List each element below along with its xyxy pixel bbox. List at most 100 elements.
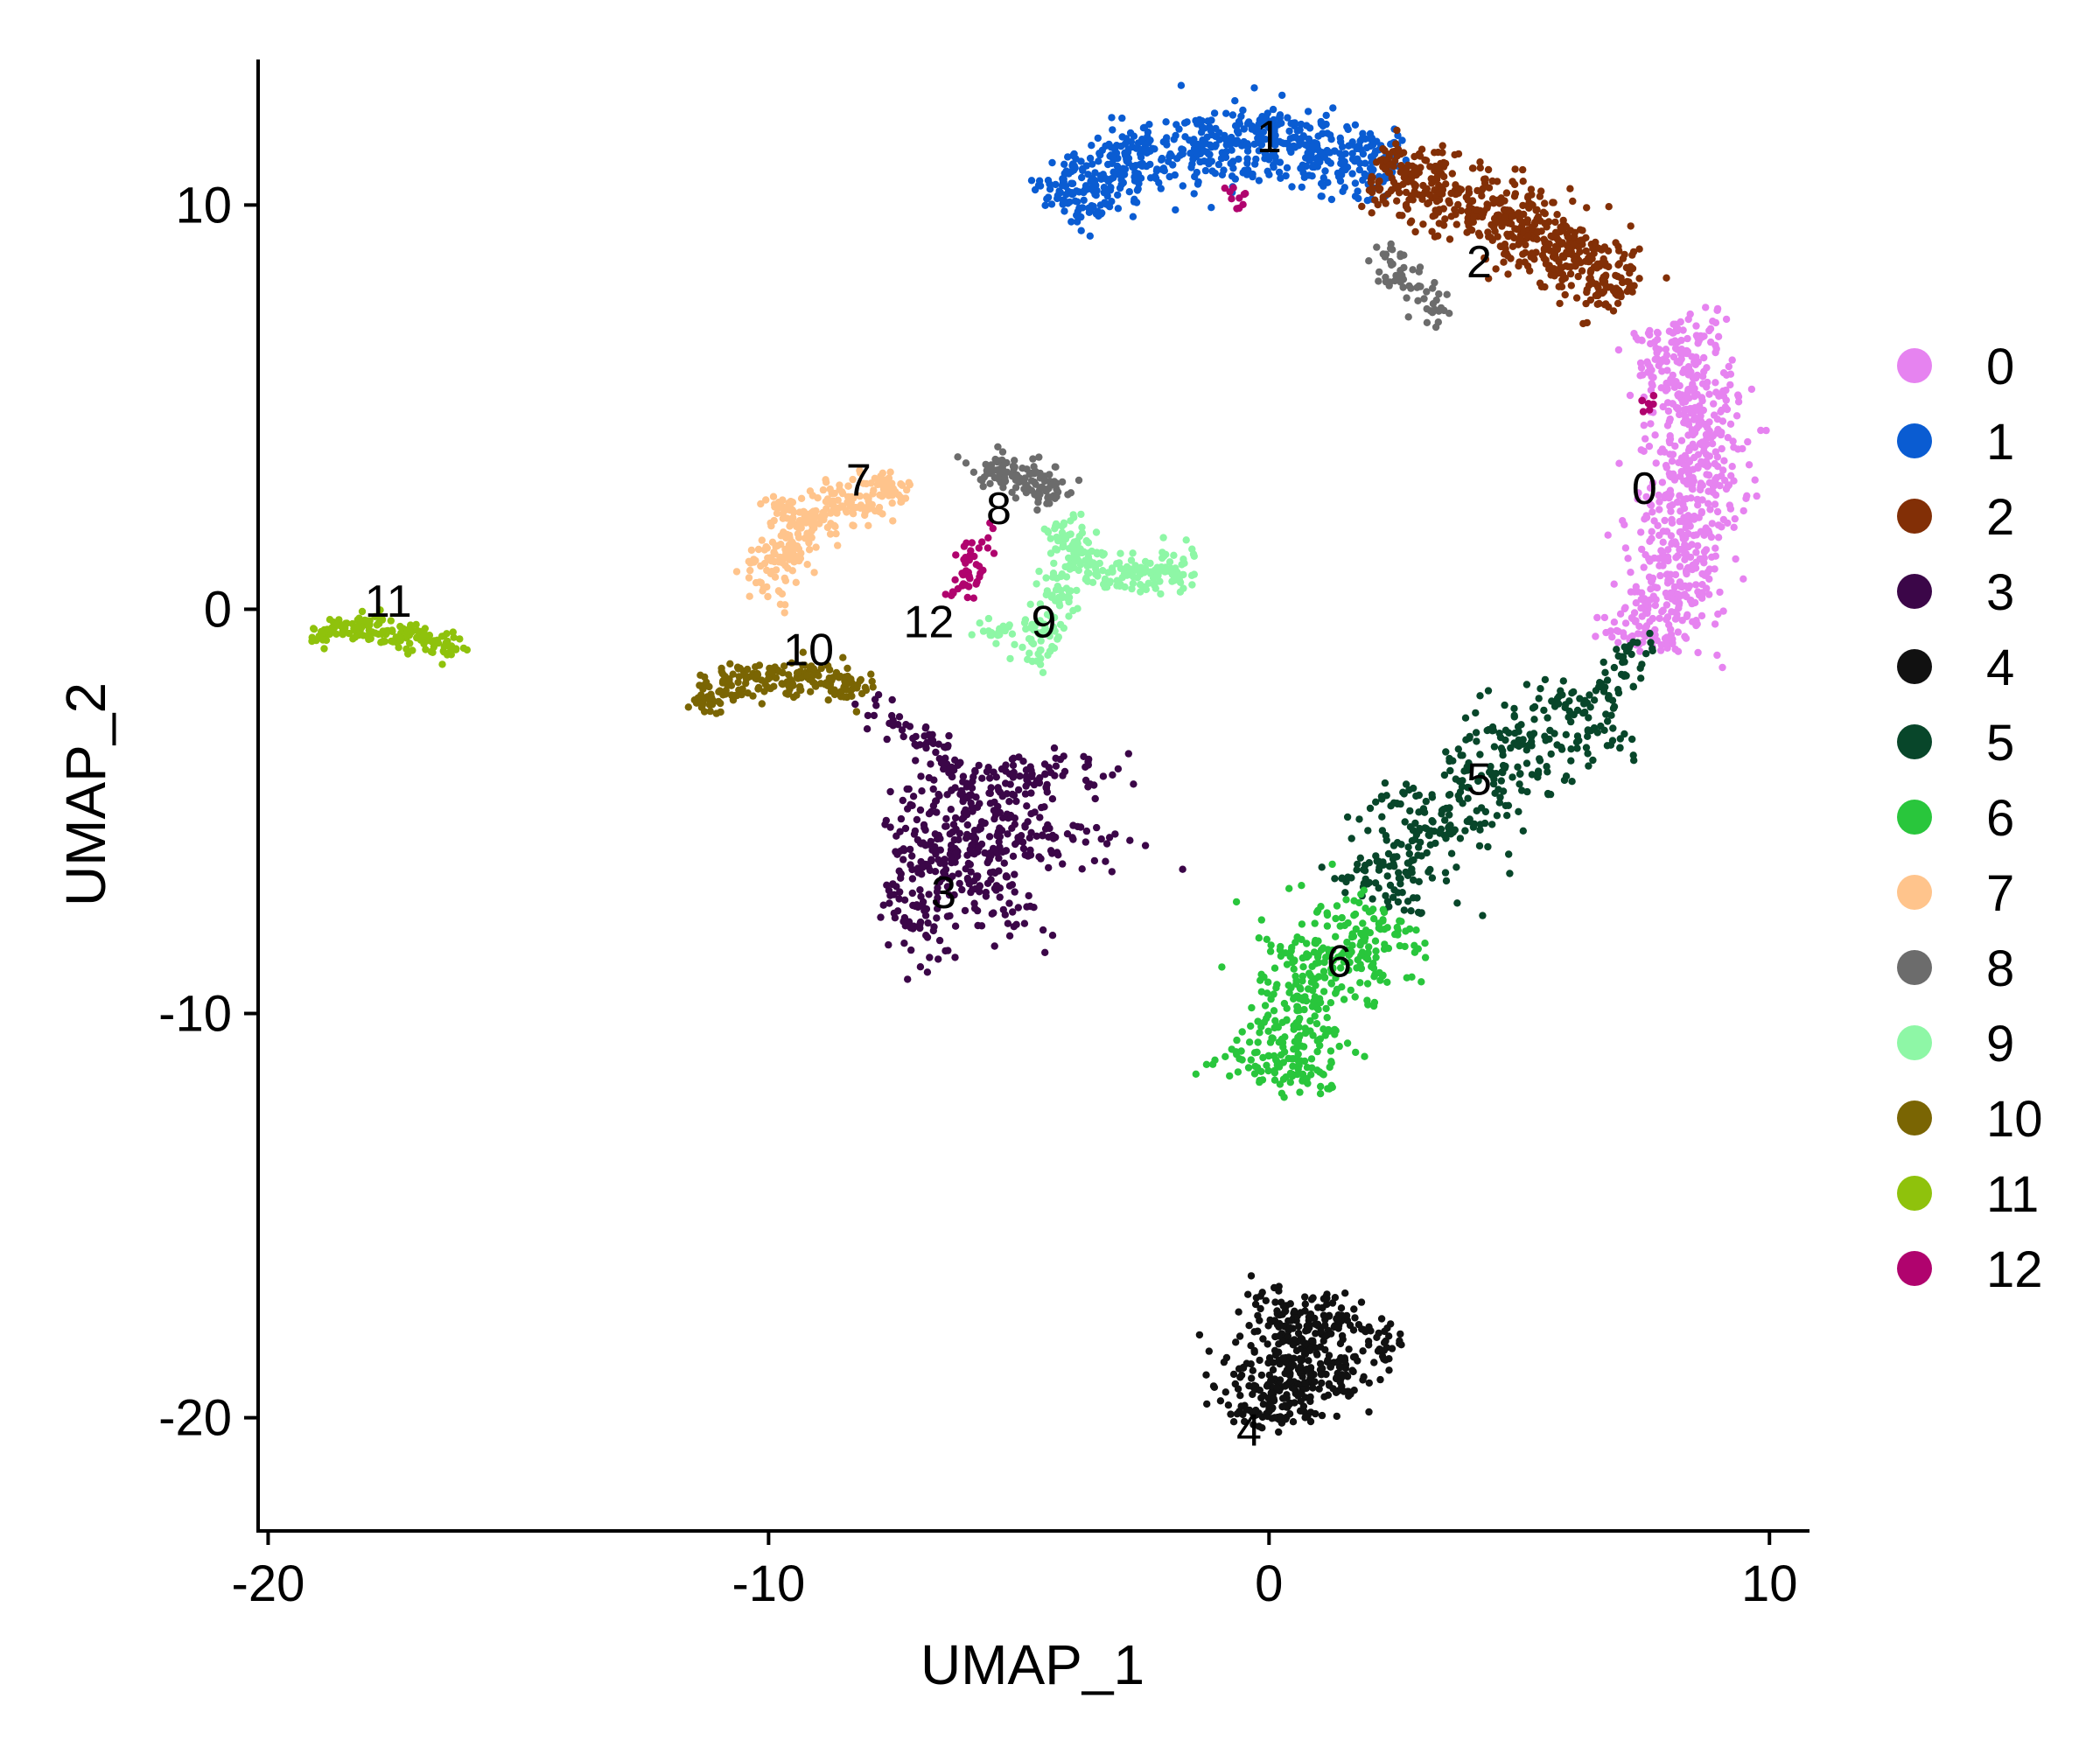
point (1646, 629, 1654, 638)
point (1060, 160, 1068, 168)
point (1676, 599, 1684, 607)
point (1248, 1003, 1256, 1012)
point (1616, 744, 1624, 752)
point (1638, 337, 1646, 345)
point (715, 697, 723, 706)
point (1407, 217, 1416, 225)
point (1684, 421, 1693, 429)
point (1483, 204, 1491, 212)
point (1693, 620, 1701, 628)
point (1563, 223, 1571, 231)
point (1037, 637, 1045, 645)
point (1527, 185, 1536, 193)
point (876, 491, 884, 500)
point (729, 670, 737, 678)
point (1446, 766, 1454, 775)
point (1388, 185, 1396, 194)
point (1256, 1078, 1264, 1087)
point (1289, 1341, 1298, 1349)
point (1093, 550, 1102, 558)
point (1712, 473, 1721, 482)
point (922, 932, 930, 940)
point (1033, 506, 1041, 514)
point (1276, 1080, 1284, 1088)
point (935, 877, 944, 886)
point (879, 901, 887, 909)
point (1680, 455, 1688, 463)
point (1405, 196, 1413, 204)
point (1582, 744, 1591, 751)
point (354, 623, 362, 631)
point (1311, 993, 1320, 1001)
cluster-11-points (308, 606, 471, 668)
point (1600, 243, 1609, 251)
point (1202, 1060, 1211, 1069)
point (1052, 833, 1060, 842)
point (1366, 804, 1375, 813)
point (1442, 877, 1451, 885)
point (1165, 567, 1172, 575)
point (893, 907, 902, 915)
point (1452, 775, 1460, 783)
point (1329, 104, 1337, 112)
point (1158, 165, 1166, 173)
point (1306, 971, 1314, 980)
point (1313, 1047, 1321, 1056)
point (1708, 520, 1717, 528)
point (926, 954, 934, 961)
point (984, 614, 993, 623)
point (1708, 553, 1716, 561)
point (892, 832, 900, 840)
point (1286, 135, 1295, 143)
point (1312, 1020, 1321, 1028)
point (1163, 134, 1171, 142)
point (363, 617, 371, 625)
point (1295, 142, 1303, 150)
point (755, 661, 764, 669)
point (1130, 173, 1138, 181)
point (1317, 192, 1325, 200)
point (1366, 129, 1375, 138)
point (1354, 187, 1362, 195)
point (1662, 601, 1671, 609)
point (443, 651, 452, 659)
point (1740, 575, 1747, 583)
point (1212, 124, 1220, 133)
point (1049, 570, 1058, 577)
point (792, 544, 800, 552)
point (924, 919, 932, 927)
point (1586, 703, 1594, 711)
point (1297, 1397, 1305, 1406)
point (1600, 255, 1607, 263)
point (1192, 1070, 1200, 1079)
point (1504, 219, 1513, 227)
point (1585, 762, 1592, 770)
point (826, 666, 834, 674)
point (1103, 188, 1111, 196)
point (1501, 764, 1509, 772)
point (1320, 958, 1328, 967)
point (1635, 245, 1643, 253)
point (1251, 1300, 1260, 1309)
point (1352, 1048, 1360, 1057)
point (1370, 973, 1378, 981)
point (1030, 626, 1038, 634)
point (1558, 745, 1566, 753)
point (1719, 515, 1728, 524)
point (1405, 925, 1414, 933)
point (784, 690, 792, 698)
point (1159, 534, 1167, 542)
point (1368, 185, 1376, 192)
point (1336, 150, 1344, 157)
point (949, 821, 958, 828)
point (1317, 120, 1326, 128)
point (1637, 674, 1645, 682)
point (1314, 1303, 1322, 1311)
point (982, 892, 990, 900)
point (913, 742, 920, 750)
point (1082, 838, 1090, 846)
point (1603, 676, 1612, 684)
point (1335, 1042, 1343, 1051)
point (1008, 630, 1017, 638)
point (1229, 1370, 1238, 1379)
